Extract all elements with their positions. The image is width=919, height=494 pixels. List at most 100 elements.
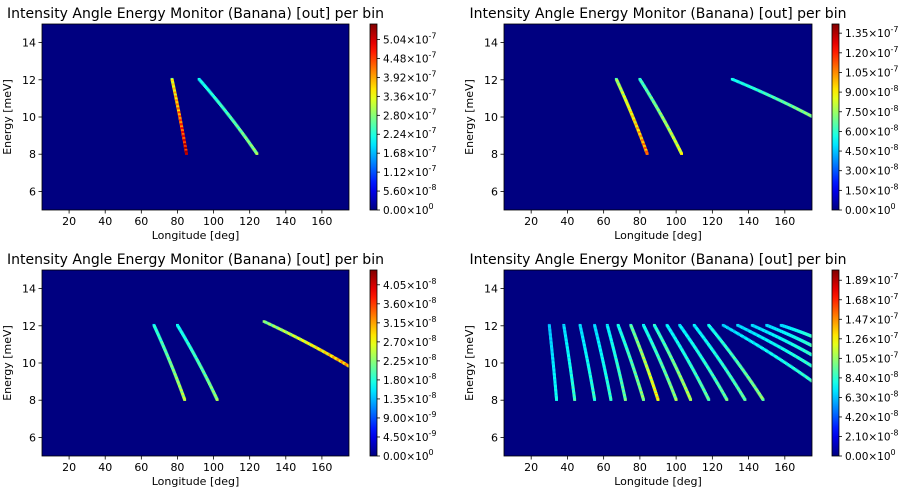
x-tick-label: 120 — [239, 461, 260, 474]
heatmap-bin — [183, 398, 187, 401]
y-tick-label: 12 — [22, 74, 36, 87]
heatmap-curve-7 — [629, 323, 660, 401]
heatmap-curve-2 — [175, 323, 219, 401]
x-tick-label: 140 — [738, 461, 759, 474]
x-tick-label: 80 — [170, 461, 184, 474]
heatmap-curve-1 — [614, 77, 649, 155]
x-axis-label: Longitude [deg] — [152, 475, 240, 488]
heatmap-curve-1 — [170, 77, 188, 155]
colorbar-tick-label: 0.00×100 — [383, 202, 434, 217]
colorbar-tick-label: 2.24×10-7 — [383, 126, 437, 141]
heatmap-bin — [645, 152, 649, 155]
colorbar-tick-label: 3.36×10-7 — [383, 88, 437, 103]
heatmap-cells — [547, 323, 812, 401]
colorbar-tick-label: 2.70×10-8 — [383, 334, 437, 349]
heatmap-curve-6 — [616, 323, 645, 401]
x-tick-label: 120 — [239, 215, 260, 228]
heatmap-cells — [614, 77, 812, 155]
panels: Intensity Angle Energy Monitor (Banana) … — [1, 6, 899, 488]
heatmap-bin — [810, 344, 812, 348]
heatmap-bin — [215, 398, 219, 401]
colorbar-tick-label: 1.35×10-7 — [845, 25, 899, 40]
y-axis-label: Energy [meV] — [1, 79, 14, 155]
heatmap-curve-9 — [652, 323, 693, 401]
y-tick-label: 8 — [29, 148, 36, 161]
y-tick-label: 6 — [491, 431, 498, 444]
heatmap-bin — [810, 379, 812, 383]
heatmap-curve-8 — [642, 323, 678, 401]
x-tick-label: 60 — [134, 215, 148, 228]
colorbar — [831, 23, 840, 211]
heatmap-curve-1 — [152, 323, 187, 401]
colorbar-tick-label: 6.00×10-8 — [845, 123, 899, 138]
colorbar-tick-label: 3.92×10-7 — [383, 69, 437, 84]
colorbar-tick-label: 9.00×10-8 — [845, 84, 899, 99]
heatmap-bin — [185, 152, 188, 155]
x-tick-label: 100 — [666, 215, 687, 228]
heatmap-curve-15 — [736, 323, 812, 368]
x-tick-label: 160 — [311, 461, 332, 474]
y-tick-label: 10 — [22, 111, 36, 124]
x-tick-label: 160 — [311, 215, 332, 228]
heatmap-bin — [689, 398, 693, 401]
colorbar-tick-label: 0.00×100 — [845, 448, 896, 463]
heatmap-bin — [593, 398, 597, 401]
colorbar — [831, 269, 840, 457]
heatmap-bin — [255, 152, 259, 155]
heatmap-curve-10 — [665, 323, 711, 401]
x-tick-label: 80 — [170, 215, 184, 228]
heatmap-curve-14 — [721, 323, 812, 383]
colorbar-tick-label: 4.50×10-9 — [383, 429, 437, 444]
colorbar-tick-label: 5.60×10-8 — [383, 183, 437, 198]
heatmap-cells — [152, 320, 349, 401]
colorbar-tick-label: 1.50×10-8 — [845, 182, 899, 197]
colorbar-tick-label: 0.00×100 — [383, 448, 434, 463]
heatmap-bin — [609, 398, 613, 401]
colorbar-tick-label: 1.05×10-7 — [845, 350, 899, 365]
colorbar-tick-label: 5.04×10-7 — [383, 32, 437, 47]
x-tick-label: 100 — [203, 215, 224, 228]
heatmap-bin — [725, 398, 729, 401]
heatmap-bin — [810, 115, 812, 118]
heatmap-background — [504, 270, 812, 456]
heatmap-bin — [810, 364, 812, 368]
x-axis-label: Longitude [deg] — [152, 229, 240, 242]
x-tick-label: 140 — [275, 461, 296, 474]
x-tick-label: 40 — [98, 215, 112, 228]
colorbar-tick-label: 1.20×10-7 — [845, 45, 899, 60]
heatmap-background — [504, 24, 812, 210]
heatmap-curve-16 — [750, 323, 812, 357]
heatmap-background — [42, 24, 349, 210]
heatmap-curve-5 — [605, 323, 627, 401]
heatmap-bin — [680, 152, 684, 155]
chart-title: Intensity Angle Energy Monitor (Banana) … — [470, 6, 847, 22]
colorbar-tick-label: 6.30×10-8 — [845, 389, 899, 404]
heatmap-bin — [674, 398, 678, 401]
colorbar-tick-label: 3.60×10-8 — [383, 296, 437, 311]
chart-panel-4: Intensity Angle Energy Monitor (Banana) … — [463, 252, 899, 488]
heatmap-curve-2 — [562, 323, 577, 401]
heatmap-bin — [707, 398, 711, 401]
colorbar-tick-label: 1.47×10-7 — [845, 311, 899, 326]
heatmap-curve-17 — [765, 323, 812, 348]
colorbar-tick-label: 3.00×10-8 — [845, 163, 899, 178]
colorbar-tick-label: 1.05×10-7 — [845, 64, 899, 79]
heatmap-bin — [743, 398, 747, 401]
x-tick-label: 160 — [774, 461, 795, 474]
heatmap-bin — [347, 364, 349, 368]
chart-title: Intensity Angle Energy Monitor (Banana) … — [7, 6, 384, 22]
x-tick-label: 60 — [597, 215, 611, 228]
y-tick-label: 10 — [484, 111, 498, 124]
x-tick-label: 100 — [666, 461, 687, 474]
heatmap-curve-3 — [730, 77, 812, 118]
colorbar-tick-label: 1.68×10-7 — [845, 292, 899, 307]
x-tick-label: 140 — [738, 215, 759, 228]
heatmap-curve-12 — [692, 323, 747, 401]
x-tick-label: 80 — [633, 461, 647, 474]
y-tick-label: 6 — [491, 185, 498, 198]
colorbar-tick-label: 4.50×10-8 — [845, 143, 899, 158]
heatmap-curve-3 — [262, 320, 349, 368]
colorbar-tick-label: 3.15×10-8 — [383, 315, 437, 330]
x-tick-label: 160 — [774, 215, 795, 228]
x-tick-label: 60 — [597, 461, 611, 474]
